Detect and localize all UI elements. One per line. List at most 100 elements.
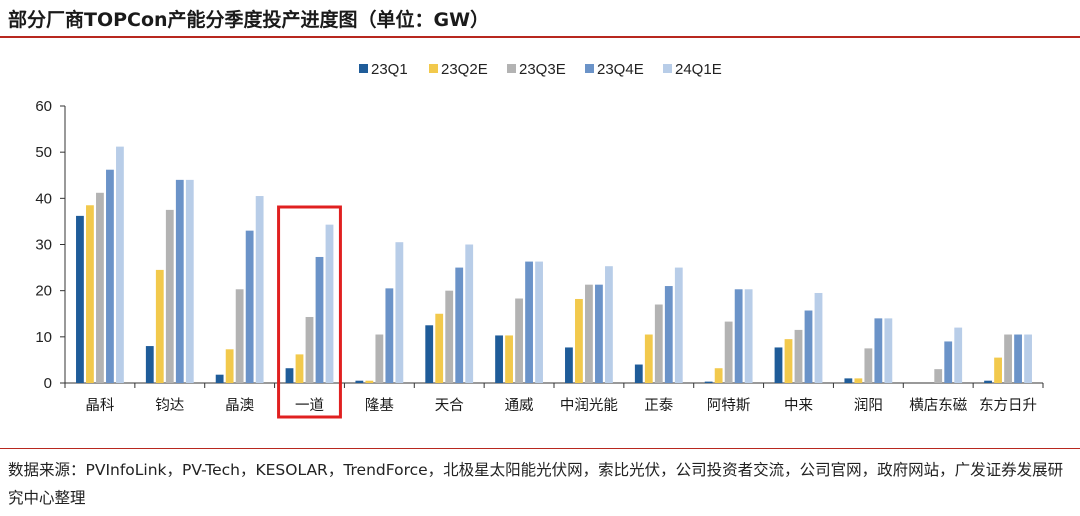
legend-swatch	[429, 64, 438, 73]
x-category-label: 钧达	[155, 397, 184, 414]
bar-chart: 0 10 20 30 40 50 60 晶科 钧达 晶澳 一道 隆基 天合 通威 中润光能 正泰 阿特斯 中来 润阳…	[35, 61, 1044, 419]
bar	[944, 341, 953, 383]
bar	[784, 339, 793, 383]
bar	[175, 179, 184, 383]
bar	[165, 209, 174, 383]
bar	[285, 368, 294, 383]
y-tick-label: 0	[44, 375, 52, 392]
bar	[794, 329, 803, 383]
x-category-label: 晶科	[85, 397, 114, 414]
bar	[425, 325, 434, 383]
x-category-label: 天合	[435, 397, 464, 414]
bar	[365, 380, 374, 383]
bar	[375, 334, 384, 383]
bar	[465, 244, 474, 383]
bar	[435, 313, 444, 383]
bar	[325, 224, 334, 383]
bar	[76, 215, 84, 383]
bar	[884, 318, 893, 383]
legend-label: 24Q1E	[675, 61, 722, 78]
bar	[585, 284, 593, 383]
bar	[994, 357, 1002, 383]
bar	[145, 346, 154, 383]
bar	[185, 179, 194, 383]
bar	[954, 327, 963, 383]
bar	[634, 364, 643, 383]
bar	[734, 289, 743, 383]
x-category-label: 通威	[505, 397, 534, 414]
x-category-label: 中来	[784, 397, 813, 414]
source-rule	[0, 448, 1080, 449]
legend-swatch	[663, 64, 672, 73]
bar	[714, 368, 723, 383]
bar	[515, 298, 523, 383]
bar	[235, 289, 244, 383]
x-category-label: 东方日升	[979, 397, 1037, 414]
y-tick-label: 30	[35, 237, 52, 254]
bar	[984, 380, 992, 383]
bar	[305, 316, 314, 383]
bar	[385, 288, 394, 383]
bar	[495, 335, 503, 383]
y-tick-label: 40	[35, 190, 52, 207]
x-category-label: 隆基	[365, 397, 394, 414]
bar	[814, 292, 823, 383]
source-note: 数据来源：PVInfoLink，PV-Tech，KESOLAR，TrendFor…	[8, 461, 1064, 507]
chart-title: 部分厂商TOPCon产能分季度投产进度图（单位：GW）	[8, 9, 490, 31]
x-category-label: 正泰	[644, 397, 673, 414]
bar	[116, 146, 124, 383]
bar	[106, 169, 114, 383]
legend-label: 23Q4E	[597, 61, 644, 78]
bar	[1014, 334, 1022, 383]
bar	[844, 378, 853, 383]
bar	[595, 284, 603, 383]
x-category-label: 横店东磁	[909, 397, 967, 414]
y-tick-label: 60	[35, 98, 52, 115]
bar	[724, 321, 733, 383]
bar	[295, 354, 304, 383]
bar	[674, 267, 683, 383]
bar	[605, 266, 613, 383]
bar	[255, 196, 264, 383]
bar	[535, 261, 543, 383]
legend-swatch	[359, 64, 368, 73]
x-category-label: 中润光能	[560, 397, 618, 414]
bar	[355, 380, 364, 383]
bar	[664, 286, 673, 383]
bar	[215, 374, 224, 383]
bar	[245, 230, 254, 383]
x-category-label: 晶澳	[225, 397, 254, 414]
bar	[225, 349, 234, 383]
y-tick-label: 20	[35, 283, 52, 300]
bar	[1024, 334, 1032, 383]
legend-label: 23Q1	[371, 61, 408, 78]
x-category-label: 阿特斯	[707, 397, 751, 414]
highlight-box	[277, 205, 342, 419]
legend-swatch	[507, 64, 516, 73]
bar	[1004, 334, 1012, 383]
bar	[565, 347, 573, 383]
y-tick-label: 50	[35, 144, 52, 161]
bar	[505, 335, 513, 383]
title-rule	[0, 36, 1080, 38]
x-category-label: 润阳	[854, 397, 883, 414]
bar	[644, 334, 653, 383]
bar	[934, 369, 943, 383]
legend-label: 23Q3E	[519, 61, 566, 78]
bar	[86, 205, 94, 383]
bar	[455, 267, 464, 383]
bar	[854, 378, 863, 383]
bar	[315, 256, 324, 383]
bar	[395, 242, 404, 383]
x-category-label: 一道	[295, 397, 324, 414]
bar	[155, 269, 164, 383]
bar	[744, 289, 753, 383]
y-tick-label: 10	[35, 329, 52, 346]
legend-swatch	[585, 64, 594, 73]
bar	[525, 261, 533, 383]
bar	[864, 348, 873, 383]
bar	[445, 290, 454, 383]
bar	[575, 298, 583, 383]
bar	[874, 318, 883, 383]
bar	[654, 304, 663, 383]
